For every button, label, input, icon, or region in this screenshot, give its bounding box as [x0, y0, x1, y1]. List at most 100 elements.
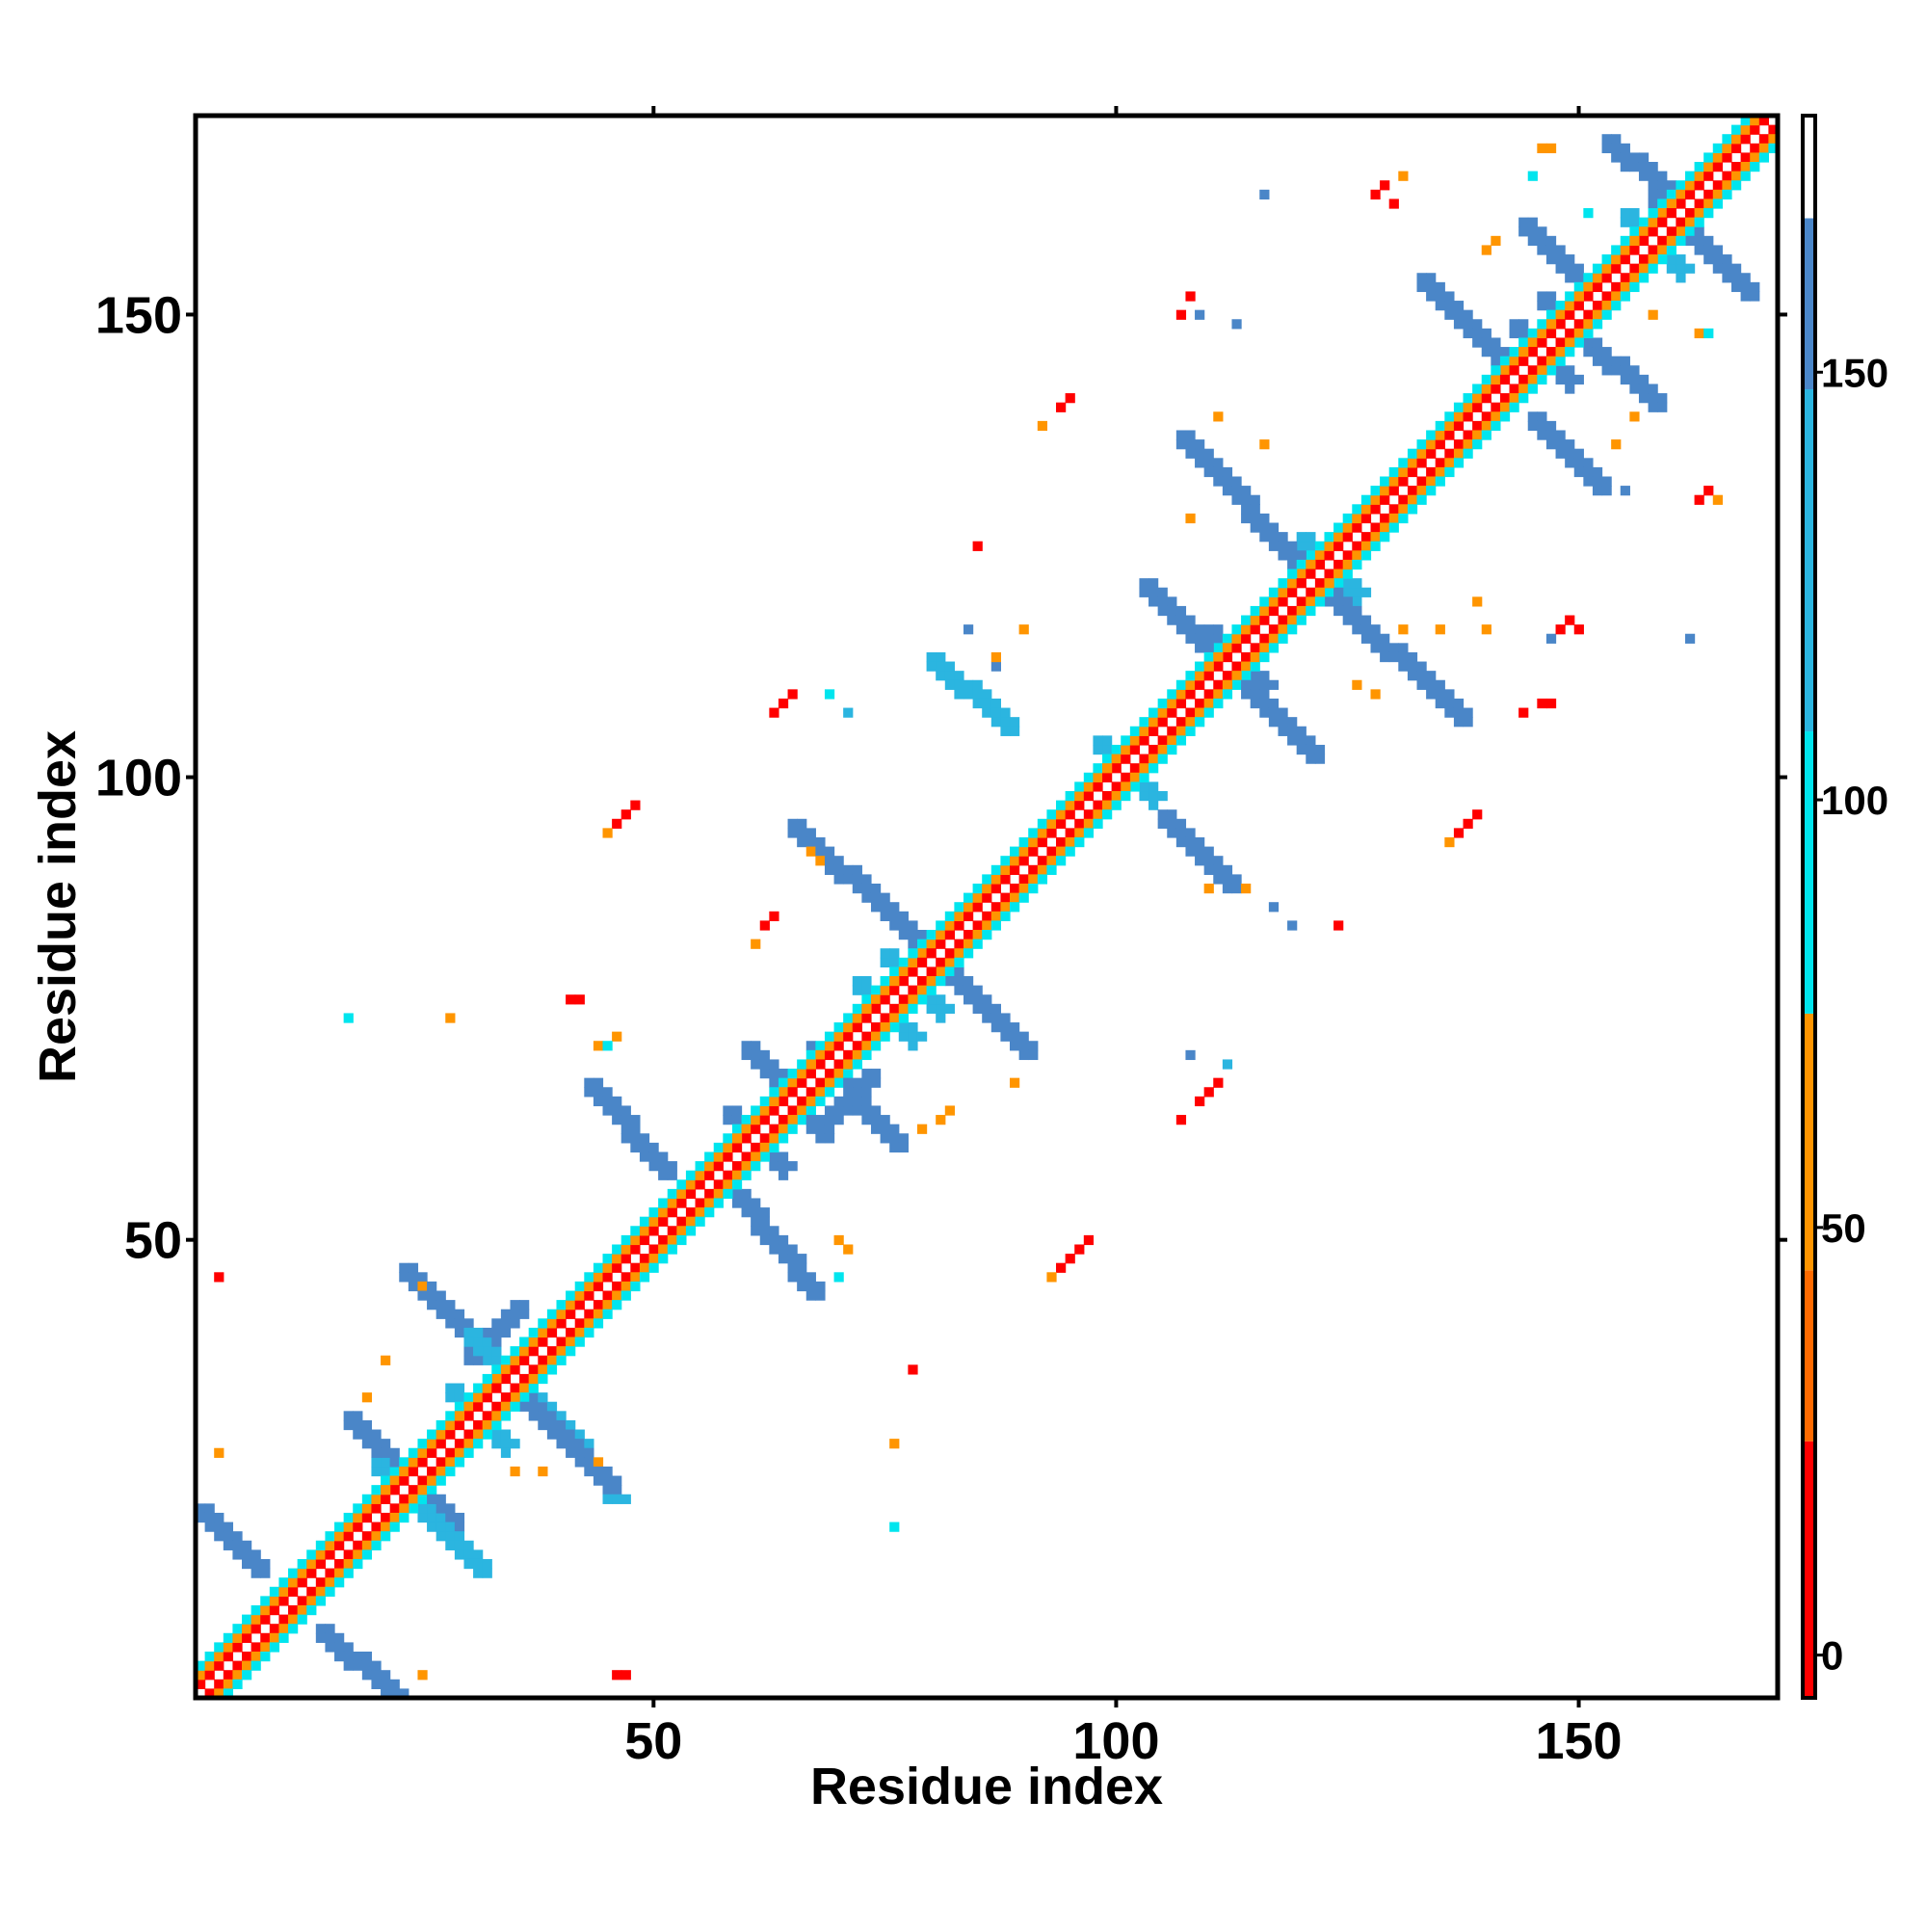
heatmap-cell	[463, 1327, 474, 1338]
heatmap-cell	[566, 1346, 576, 1357]
heatmap-cell	[223, 1688, 234, 1699]
heatmap-cell	[612, 1485, 622, 1495]
heatmap-cell	[685, 1207, 697, 1218]
heatmap-cell	[399, 1494, 409, 1504]
heatmap-cell	[1296, 744, 1307, 755]
heatmap-cell	[1518, 217, 1529, 227]
heatmap-cell	[315, 1632, 327, 1643]
heatmap-cell	[315, 1586, 327, 1597]
heatmap-cell	[1426, 476, 1437, 487]
heatmap-cell	[528, 1392, 539, 1403]
heatmap-cell	[852, 976, 862, 987]
heatmap-cell	[1268, 707, 1280, 718]
heatmap-cell	[889, 920, 900, 931]
heatmap-cell	[602, 1262, 613, 1273]
heatmap-cell	[1074, 1244, 1085, 1255]
heatmap-cell	[1213, 874, 1224, 885]
heatmap-cell	[1657, 402, 1668, 412]
heatmap-cell	[805, 1281, 816, 1292]
heatmap-cell	[1518, 347, 1529, 357]
heatmap-cell	[843, 1105, 854, 1116]
heatmap-cell	[1750, 152, 1760, 163]
heatmap-cell	[833, 1105, 844, 1116]
heatmap-cell	[1684, 171, 1696, 181]
heatmap-cell	[454, 1411, 465, 1421]
heatmap-cell	[1712, 245, 1723, 255]
heatmap-cell	[1203, 624, 1214, 635]
heatmap-cell	[417, 1457, 428, 1468]
heatmap-cell	[630, 1115, 641, 1125]
heatmap-cell	[731, 1198, 743, 1208]
heatmap-cell	[1102, 790, 1113, 802]
heatmap-cell	[1453, 309, 1465, 320]
heatmap-cell	[343, 1568, 354, 1578]
heatmap-cell	[778, 698, 789, 709]
heatmap-cell	[1213, 651, 1224, 663]
heatmap-cell	[1342, 569, 1353, 579]
heatmap-cell	[889, 1439, 900, 1449]
heatmap-cell	[602, 1272, 613, 1283]
heatmap-cell	[1629, 273, 1640, 283]
heatmap-cell	[1241, 504, 1252, 515]
heatmap-cell	[325, 1624, 335, 1634]
heatmap-cell	[1444, 301, 1455, 311]
heatmap-cell	[1259, 439, 1270, 450]
heatmap-cell	[797, 1254, 807, 1264]
heatmap-cell	[1398, 466, 1409, 478]
heatmap-cell	[1545, 356, 1557, 366]
heatmap-cell	[1565, 254, 1575, 265]
heatmap-cell	[630, 1226, 641, 1236]
heatmap-cell	[1185, 846, 1196, 857]
heatmap-cell	[852, 1041, 862, 1051]
heatmap-cell	[1342, 615, 1353, 625]
heatmap-cell	[1185, 679, 1196, 690]
heatmap-cell	[1620, 356, 1630, 366]
heatmap-cell	[463, 1337, 474, 1347]
heatmap-cell	[1148, 781, 1159, 792]
heatmap-cell	[1555, 319, 1566, 330]
heatmap-cell	[648, 1151, 659, 1162]
heatmap-cell	[251, 1660, 261, 1671]
heatmap-cell	[982, 698, 992, 709]
heatmap-cell	[1666, 263, 1676, 274]
heatmap-cell	[982, 892, 992, 903]
heatmap-cell	[1352, 679, 1362, 690]
heatmap-cell	[1185, 439, 1196, 450]
heatmap-cell	[1509, 384, 1519, 394]
heatmap-cell	[1018, 856, 1029, 866]
heatmap-cell	[417, 1447, 428, 1458]
heatmap-cell	[833, 1069, 844, 1079]
heatmap-cell	[759, 920, 770, 931]
heatmap-cell	[1175, 735, 1187, 746]
heatmap-cell	[361, 1549, 373, 1560]
heatmap-cell	[1102, 744, 1113, 755]
heatmap-cell	[546, 1411, 558, 1421]
heatmap-cell	[1259, 615, 1270, 625]
heatmap-cell	[1472, 809, 1483, 820]
heatmap-cell	[1065, 828, 1075, 838]
heatmap-cell	[1306, 559, 1316, 570]
heatmap-cell	[612, 1254, 622, 1264]
heatmap-cell	[242, 1614, 252, 1625]
heatmap-cell	[602, 1300, 613, 1310]
heatmap-cell	[1463, 319, 1473, 330]
heatmap-cell	[861, 1031, 872, 1042]
heatmap-cell	[731, 1161, 743, 1172]
heatmap-cell	[353, 1503, 363, 1514]
heatmap-cell	[1342, 550, 1353, 561]
heatmap-cell	[769, 1244, 779, 1255]
heatmap-cell	[1703, 254, 1714, 265]
heatmap-cell	[315, 1624, 327, 1634]
heatmap-cell	[491, 1411, 502, 1421]
heatmap-cell	[1195, 717, 1205, 728]
heatmap-cell	[1370, 494, 1381, 505]
heatmap-cell	[824, 1124, 835, 1134]
heatmap-cell	[1121, 790, 1131, 802]
heatmap-cell	[824, 1077, 835, 1088]
heatmap-cell	[1518, 374, 1529, 385]
heatmap-cell	[1306, 744, 1316, 755]
heatmap-cell	[361, 1540, 373, 1550]
heatmap-cell	[1167, 707, 1177, 718]
heatmap-cell	[1620, 208, 1630, 219]
heatmap-cell	[778, 1115, 789, 1125]
